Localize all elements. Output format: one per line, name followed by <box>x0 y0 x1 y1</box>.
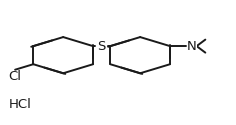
Text: S: S <box>97 40 106 53</box>
Text: HCl: HCl <box>8 98 31 111</box>
Text: Cl: Cl <box>9 70 22 83</box>
Text: N: N <box>187 40 197 53</box>
